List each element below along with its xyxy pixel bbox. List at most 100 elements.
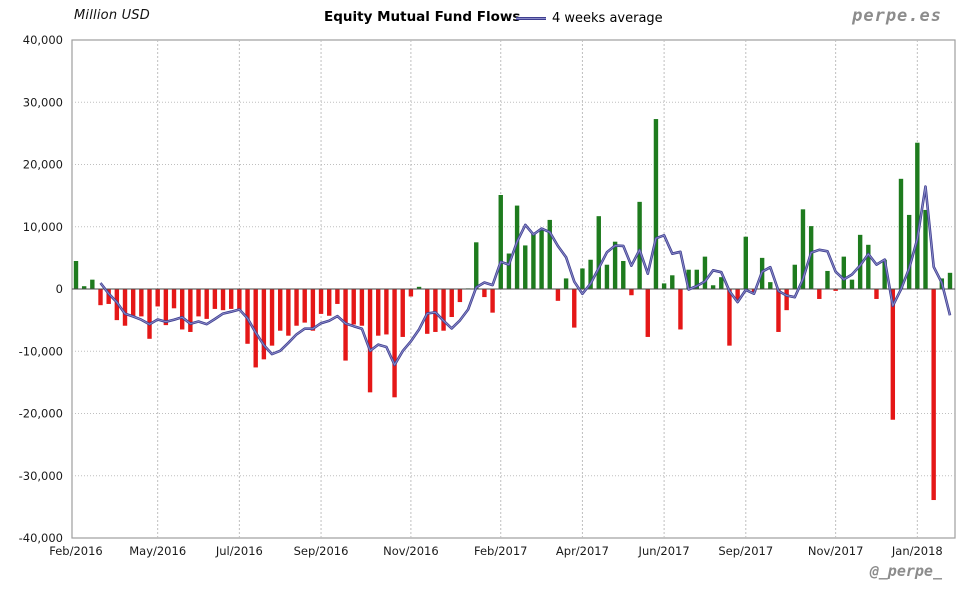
weekly-flow-bar — [155, 289, 160, 307]
y-tick-label: -40,000 — [19, 531, 63, 545]
weekly-flow-bar — [898, 178, 904, 289]
weekly-flow-bar — [228, 289, 234, 309]
weekly-flow-bar — [335, 289, 340, 304]
weekly-flow-bar — [915, 142, 920, 289]
weekly-flow-bar — [768, 282, 773, 289]
weekly-flow-bar — [645, 289, 650, 337]
weekly-flow-bar — [588, 259, 593, 289]
weekly-flow-bar — [686, 269, 691, 289]
weekly-flow-bar — [727, 289, 732, 346]
weekly-flow-bar — [857, 234, 863, 289]
weekly-flow-bar — [351, 289, 356, 325]
y-tick-label: 40,000 — [23, 33, 63, 47]
weekly-flow-bar — [555, 289, 561, 301]
weekly-flow-bar — [514, 205, 520, 289]
weekly-flow-bar — [670, 275, 675, 289]
y-tick-label: -10,000 — [19, 344, 63, 358]
weekly-flow-bar — [147, 289, 152, 339]
weekly-flow-bar — [531, 233, 536, 289]
weekly-flow-bar — [694, 269, 699, 289]
weekly-flow-bar — [457, 289, 463, 303]
weekly-flow-bar — [261, 289, 267, 360]
weekly-flow-bar — [849, 279, 855, 289]
weekly-flow-bar — [743, 236, 748, 289]
weekly-flow-bar — [498, 195, 503, 289]
weekly-flow-bar — [523, 245, 528, 289]
weekly-flow-bar — [678, 289, 683, 330]
y-tick-label: 10,000 — [23, 220, 63, 234]
y-tick-label: -20,000 — [19, 407, 63, 421]
weekly-flow-bar — [327, 289, 332, 316]
weekly-flow-bar — [482, 289, 487, 298]
weekly-flow-bar — [947, 272, 953, 289]
weekly-flow-bar — [90, 279, 95, 289]
weekly-flow-bar — [931, 289, 936, 501]
chart-title: Equity Mutual Fund Flows — [324, 9, 521, 25]
x-tick-label: May/2016 — [129, 544, 186, 558]
y-tick-label: 0 — [56, 282, 63, 296]
watermark-site: perpe.es — [852, 6, 942, 26]
weekly-flow-bar — [359, 289, 365, 326]
weekly-flow-bar — [310, 289, 316, 331]
weekly-flow-bar — [784, 289, 789, 311]
weekly-flow-bar — [278, 289, 283, 331]
weekly-flow-bar — [204, 289, 209, 319]
weekly-flow-bar — [294, 289, 299, 326]
legend-label: 4 weeks average — [552, 11, 663, 26]
weekly-flow-bar — [906, 214, 912, 289]
weekly-flow-bar — [449, 289, 454, 318]
weekly-flow-bar — [286, 289, 291, 336]
weekly-flow-bar — [776, 289, 781, 332]
weekly-flow-bar — [817, 289, 822, 299]
x-tick-label: Jun/2017 — [638, 544, 690, 558]
weekly-flow-bar — [188, 289, 193, 332]
weekly-flow-bar — [433, 289, 438, 332]
weekly-flow-bar — [392, 289, 397, 398]
weekly-flow-bar — [237, 289, 242, 311]
weekly-flow-bar — [808, 226, 814, 289]
x-tick-label: Jan/2018 — [891, 544, 943, 558]
weekly-flow-bar — [441, 289, 446, 331]
y-tick-label: 30,000 — [23, 95, 63, 109]
weekly-flow-bar — [629, 289, 634, 296]
weekly-flow-bar — [179, 289, 185, 330]
weekly-flow-bar — [874, 289, 879, 299]
weekly-flow-bar — [800, 209, 806, 289]
weekly-flow-bar — [637, 201, 642, 289]
weekly-flow-bar — [604, 264, 610, 289]
weekly-flow-bar — [490, 289, 495, 313]
weekly-flow-bar — [841, 256, 847, 289]
weekly-flow-bar — [719, 277, 724, 289]
weekly-flow-bar — [612, 241, 618, 289]
weekly-flow-bar — [245, 289, 250, 344]
weekly-flow-bar — [563, 278, 569, 289]
weekly-flow-bar — [114, 289, 120, 321]
weekly-flow-bar — [212, 289, 218, 309]
weekly-flow-bar — [923, 209, 928, 289]
x-tick-label: Nov/2017 — [808, 544, 864, 558]
weekly-flow-bar — [163, 289, 169, 326]
average-line-highlight — [100, 186, 951, 366]
weekly-flow-bar — [572, 289, 577, 328]
y-tick-label: 20,000 — [23, 158, 63, 172]
x-tick-label: Sep/2017 — [718, 544, 773, 558]
weekly-flow-bar — [400, 289, 405, 337]
weekly-flow-bar — [833, 289, 838, 291]
weekly-flow-bar — [735, 289, 740, 301]
weekly-flow-bar — [196, 289, 201, 317]
weekly-flow-bar — [171, 289, 177, 309]
y-tick-label: -30,000 — [19, 469, 63, 483]
weekly-flow-bar — [825, 270, 830, 289]
weekly-flow-bar — [596, 216, 601, 289]
weekly-flow-bar — [367, 289, 373, 393]
weekly-flow-bar — [866, 244, 871, 289]
x-tick-label: Sep/2016 — [294, 544, 349, 558]
weekly-flow-bar — [710, 285, 716, 289]
weekly-flow-bar — [882, 259, 887, 289]
weekly-flow-bar — [425, 289, 430, 334]
weekly-flow-bar — [474, 242, 479, 289]
weekly-flow-bar — [792, 264, 798, 289]
x-tick-label: Jul/2016 — [215, 544, 263, 558]
weekly-flow-bar — [539, 229, 544, 289]
